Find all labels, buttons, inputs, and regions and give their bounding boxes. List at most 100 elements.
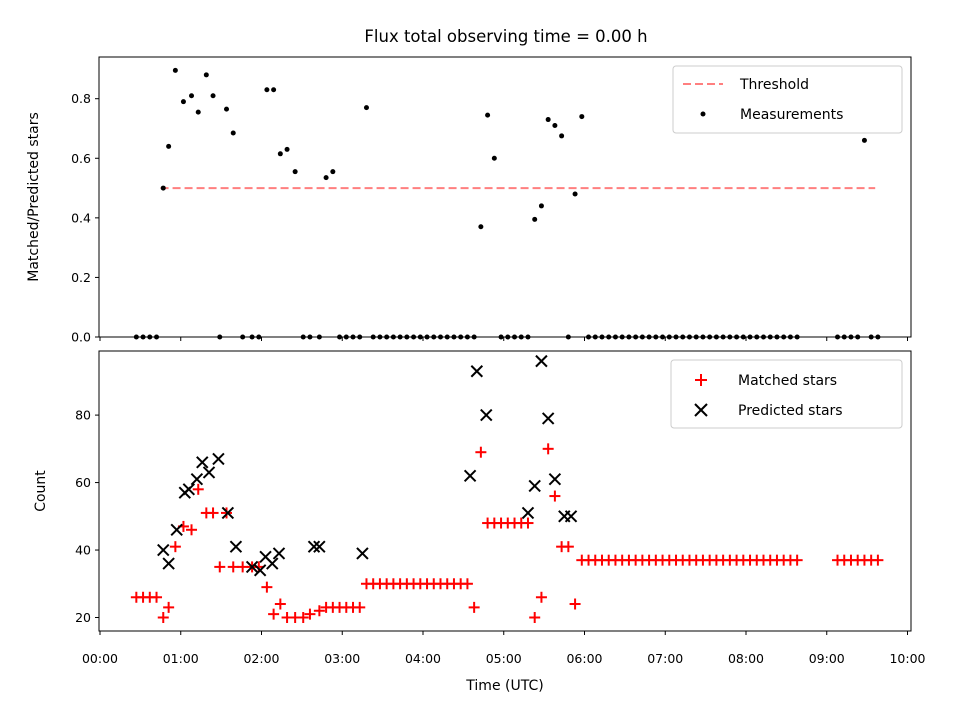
matched-star-point xyxy=(274,598,286,610)
top-y-tick-label: 0.8 xyxy=(71,91,91,106)
bottom-x-axis-label: Time (UTC) xyxy=(465,678,543,694)
predicted-star-point xyxy=(535,354,548,368)
x-tick-label: 02:00 xyxy=(243,651,279,666)
matched-star-point xyxy=(468,601,480,613)
predicted-star-point xyxy=(470,365,484,378)
predicted-star-point xyxy=(196,456,209,469)
matched-star-point xyxy=(192,483,204,495)
predicted-stars-legend-swatch xyxy=(694,403,708,417)
x-tick-label: 00:00 xyxy=(82,651,118,666)
top-y-tick-label: 0.2 xyxy=(71,270,91,285)
predicted-star-point xyxy=(182,483,196,496)
top-legend-box xyxy=(672,65,903,134)
matched-star-point xyxy=(304,608,316,620)
measurement-point xyxy=(180,99,186,105)
measurement-point xyxy=(478,224,484,230)
bottom-y-axis-label: Count xyxy=(33,470,49,512)
bottom-legend: Matched stars Predicted stars xyxy=(670,359,903,429)
bottom-y-tick-label: 80 xyxy=(75,408,91,423)
top-y-axis-label: Matched/Predicted stars xyxy=(26,112,42,282)
measurement-point xyxy=(166,143,172,149)
x-tick-label: 01:00 xyxy=(163,651,199,666)
matched-star-point xyxy=(169,541,181,553)
measurement-point xyxy=(230,130,236,136)
predicted-star-point xyxy=(162,557,175,570)
matched-star-point xyxy=(313,605,325,617)
predicted-star-point xyxy=(212,452,225,466)
measurement-point xyxy=(545,117,551,123)
measurement-point xyxy=(224,106,230,112)
bottom-y-tick-label: 40 xyxy=(75,543,91,558)
measurement-point xyxy=(363,105,369,111)
x-tick-label: 04:00 xyxy=(405,651,441,666)
measurement-point xyxy=(323,175,329,181)
matched-stars-legend-label: Matched stars xyxy=(738,373,837,389)
matched-star-point xyxy=(569,598,581,610)
matched-star-point xyxy=(214,561,226,573)
predicted-star-point xyxy=(157,543,170,557)
top-y-axis: 0.0 0.2 0.4 0.6 0.8 xyxy=(71,91,99,345)
matched-star-point xyxy=(163,601,175,613)
x-tick-label: 06:00 xyxy=(566,651,602,666)
top-legend: Threshold Measurements xyxy=(672,65,903,134)
predicted-star-point xyxy=(272,547,286,560)
x-tick-label: 10:00 xyxy=(889,651,925,666)
matched-star-point xyxy=(522,517,534,529)
bottom-y-tick-label: 60 xyxy=(75,475,91,490)
matched-star-point xyxy=(535,591,547,603)
top-y-tick-label: 0.6 xyxy=(71,151,91,166)
matched-star-point xyxy=(354,601,366,613)
predicted-star-point xyxy=(229,540,243,553)
predicted-star-point xyxy=(564,510,578,523)
top-y-tick-label: 0.4 xyxy=(71,210,91,225)
measurement-point xyxy=(559,133,565,139)
predicted-star-point xyxy=(521,506,535,520)
x-tick-label: 07:00 xyxy=(647,651,683,666)
matched-star-point xyxy=(157,612,169,624)
x-tick-label: 08:00 xyxy=(728,651,764,666)
x-tick-label: 03:00 xyxy=(324,651,360,666)
measurement-point xyxy=(264,87,270,93)
measurement-point xyxy=(210,93,216,99)
matched-star-point xyxy=(207,507,219,519)
predicted-stars-legend-label: Predicted stars xyxy=(738,403,843,419)
measurement-point xyxy=(292,169,298,175)
measurement-point xyxy=(330,169,336,175)
top-y-tick-label: 0.0 xyxy=(71,330,91,345)
measurement-point xyxy=(485,112,491,118)
top-panel: 0.00.20.40.60.8 Matched/Predicted stars … xyxy=(26,56,912,345)
predicted-star-point xyxy=(541,412,555,425)
measurement-point xyxy=(538,203,544,209)
measurement-point xyxy=(284,146,290,152)
x-tick-label: 05:00 xyxy=(486,651,522,666)
matched-star-point xyxy=(151,591,163,603)
matched-stars-legend-swatch xyxy=(695,374,707,386)
chart-title: Flux total observing time = 0.00 h xyxy=(364,27,647,46)
measurement-point xyxy=(203,72,209,78)
bottom-plot-frame xyxy=(98,350,912,632)
matched-star-point xyxy=(475,446,487,458)
x-tick-label: 09:00 xyxy=(809,651,845,666)
predicted-star-point xyxy=(266,557,279,570)
predicted-star-point xyxy=(463,469,477,483)
predicted-star-point xyxy=(245,560,259,574)
measurement-point xyxy=(579,114,585,120)
bottom-panel: 00:00 01:00 02:00 03:00 04:00 05:00 06:00 07:00… xyxy=(33,350,926,694)
measurement-point xyxy=(160,185,166,191)
matched-star-point xyxy=(872,554,884,566)
matched-star-point xyxy=(227,561,239,573)
matched-star-point xyxy=(237,561,249,573)
predicted-star-point xyxy=(253,564,267,577)
matched-star-point xyxy=(297,612,309,624)
measurement-point xyxy=(277,151,283,157)
matched-star-point xyxy=(549,490,561,502)
bottom-y-tick-label: 20 xyxy=(75,610,91,625)
predicted-star-point xyxy=(221,506,235,520)
predicted-star-point xyxy=(548,472,562,486)
matched-star-point xyxy=(562,541,574,553)
measurement-point xyxy=(172,67,178,73)
predicted-star-point xyxy=(202,466,216,479)
measurements-legend-label: Measurements xyxy=(740,107,843,123)
predicted-star-point xyxy=(480,408,493,422)
bottom-legend-box xyxy=(670,359,903,429)
